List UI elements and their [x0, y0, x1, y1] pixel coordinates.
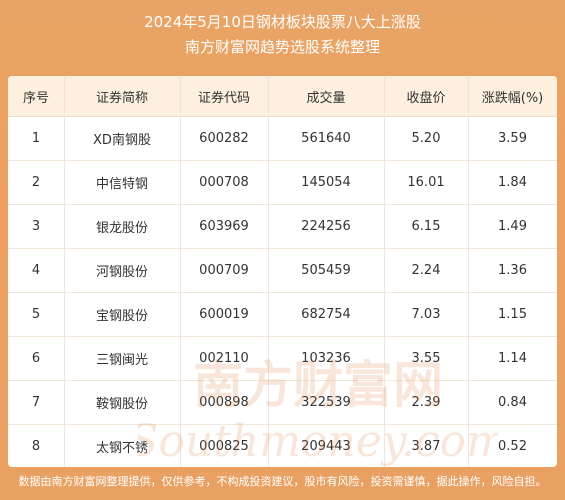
security-name-cell: XD南钢股 — [93, 132, 151, 148]
change-percent-cell: 1.15 — [498, 306, 527, 322]
row-index-cell: 8 — [31, 438, 41, 454]
column-header-volume: 成交量 — [306, 90, 346, 106]
row-index-cell: 2 — [31, 174, 41, 190]
change-percent-cell: 1.36 — [498, 262, 527, 278]
security-name-cell: 太钢不锈 — [95, 440, 148, 456]
volume-cell: 209443 — [301, 438, 351, 454]
table-row: 1 XD南钢股 600282 561640 5.20 3.59 — [8, 116, 557, 161]
table-row: 5 宝钢股份 600019 682754 7.03 1.15 — [8, 292, 557, 337]
column-header-name: 证券简称 — [95, 90, 148, 106]
column-header-close: 收盘价 — [406, 90, 446, 106]
row-index-cell: 6 — [31, 350, 41, 366]
volume-cell: 322539 — [301, 394, 351, 410]
volume-cell: 561640 — [301, 130, 351, 146]
table-row: 2 中信特钢 000708 145054 16.01 1.84 — [8, 160, 557, 205]
change-percent-cell: 0.52 — [498, 438, 527, 454]
column-divider — [468, 76, 469, 467]
volume-cell: 682754 — [301, 306, 351, 322]
table-row: 3 银龙股份 603969 224256 6.15 1.49 — [8, 204, 557, 249]
table-row: 7 鞍钢股份 000898 322539 2.39 0.84 — [8, 380, 557, 425]
table-row: 8 太钢不锈 000825 209443 3.87 0.52 — [8, 424, 557, 467]
row-index-cell: 1 — [31, 130, 41, 146]
column-divider — [64, 76, 65, 467]
security-code-cell: 603969 — [199, 218, 249, 234]
close-price-cell: 5.20 — [411, 130, 441, 146]
security-name-cell: 宝钢股份 — [95, 308, 148, 324]
change-percent-cell: 1.14 — [498, 350, 527, 366]
change-percent-cell: 1.49 — [498, 218, 527, 234]
close-price-cell: 7.03 — [411, 306, 441, 322]
disclaimer-footer: 数据由南方财富网整理提供，仅供参考，不构成投资建议，股市有风险，投资需谨慎，据此… — [18, 475, 547, 488]
column-divider — [384, 76, 385, 467]
page-title: 2024年5月10日钢材板块股票八大上涨股 — [144, 13, 421, 31]
stock-table: 序号 证券简称 证券代码 成交量 收盘价 涨跌幅(%) 1 XD南钢股 600282… — [8, 76, 557, 467]
security-code-cell: 000708 — [199, 174, 249, 190]
security-name-cell: 银龙股份 — [95, 220, 148, 236]
security-name-cell: 鞍钢股份 — [95, 396, 148, 412]
row-index-cell: 5 — [31, 306, 41, 322]
column-header-index: 序号 — [22, 90, 49, 106]
volume-cell: 224256 — [301, 218, 351, 234]
close-price-cell: 2.39 — [411, 394, 441, 410]
table-row: 4 河钢股份 000709 505459 2.24 1.36 — [8, 248, 557, 293]
row-index-cell: 3 — [31, 218, 41, 234]
table-row: 6 三钢闽光 002110 103236 3.55 1.14 — [8, 336, 557, 381]
security-name-cell: 三钢闽光 — [95, 352, 148, 368]
volume-cell: 505459 — [301, 262, 351, 278]
row-index-cell: 7 — [31, 394, 41, 410]
change-percent-cell: 1.84 — [498, 174, 527, 190]
column-header-code: 证券代码 — [197, 90, 250, 106]
security-code-cell: 002110 — [199, 350, 249, 366]
volume-cell: 103236 — [301, 350, 351, 366]
security-code-cell: 600019 — [199, 306, 249, 322]
security-name-cell: 中信特钢 — [95, 176, 148, 192]
column-divider — [268, 76, 269, 467]
change-percent-cell: 3.59 — [498, 130, 527, 146]
page-subtitle: 南方财富网趋势选股系统整理 — [184, 38, 380, 56]
security-code-cell: 000709 — [199, 262, 249, 278]
security-code-cell: 000825 — [199, 438, 249, 454]
table-header-row: 序号 证券简称 证券代码 成交量 收盘价 涨跌幅(%) — [8, 76, 557, 117]
column-divider — [180, 76, 181, 467]
close-price-cell: 2.24 — [411, 262, 441, 278]
close-price-cell: 6.15 — [411, 218, 441, 234]
row-index-cell: 4 — [31, 262, 41, 278]
security-code-cell: 000898 — [199, 394, 249, 410]
close-price-cell: 16.01 — [407, 174, 445, 190]
change-percent-cell: 0.84 — [498, 394, 527, 410]
close-price-cell: 3.87 — [411, 438, 441, 454]
close-price-cell: 3.55 — [411, 350, 441, 366]
title-block: 2024年5月10日钢材板块股票八大上涨股 南方财富网趋势选股系统整理 — [0, 0, 565, 72]
column-header-change: 涨跌幅(%) — [481, 90, 544, 106]
security-code-cell: 600282 — [199, 130, 249, 146]
security-name-cell: 河钢股份 — [95, 264, 148, 280]
volume-cell: 145054 — [301, 174, 351, 190]
